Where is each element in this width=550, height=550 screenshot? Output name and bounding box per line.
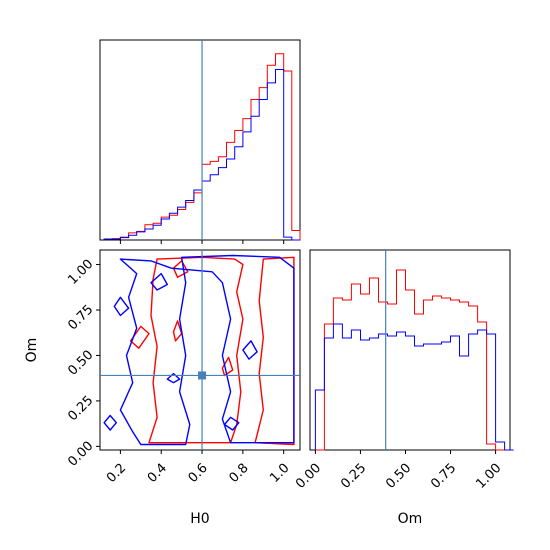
h0-om-contour-marks	[100, 250, 300, 450]
panel-h0-histogram	[99, 39, 301, 244]
panel-h0-om-contour-frame	[99, 249, 301, 451]
om-axis-tick-label: 0.00	[293, 461, 324, 492]
panel-h0-om-contour: 0.2 0.4 0.6 0.8 1.0 0.000.250.500.751.00 H0 …	[24, 249, 301, 527]
h0-x-axis-ticks: 0.2 0.4 0.6 0.8 1.0	[104, 450, 293, 486]
panel-h0-histogram-frame	[99, 39, 301, 241]
h0-axis-tick-label: 1.0	[267, 461, 292, 486]
y-axis-label-om: Om	[24, 338, 40, 363]
om-axis-tick-label: 1.00	[65, 257, 96, 288]
om-axis-tick-label: 0.50	[65, 348, 96, 379]
contour-red	[129, 325, 150, 349]
om-blue-histogram-line	[314, 323, 514, 451]
contour-red	[172, 260, 189, 278]
x-axis-label-h0: H0	[190, 511, 209, 527]
contour-blue	[242, 340, 258, 360]
contour-blue	[223, 416, 240, 431]
contour-red	[148, 256, 244, 444]
panel-om-histogram: 0.00 0.25 0.50 0.75 1.00 Om	[293, 249, 514, 527]
om-axis-tick-label: 0.00	[65, 439, 96, 470]
contour-blue	[103, 414, 118, 431]
contour-blue	[113, 296, 130, 317]
contour-red	[254, 256, 295, 446]
om-axis-tick-label: 0.25	[338, 461, 369, 492]
om-y-axis-ticks: 0.00 0.25 0.50 0.75 1.00	[65, 257, 100, 470]
panel-om-histogram-frame	[309, 249, 511, 451]
h0-axis-tick-label: 0.8	[226, 461, 251, 486]
contour-blue	[150, 272, 169, 291]
contour-red	[221, 356, 234, 377]
h0-axis-tick-label: 0.2	[104, 461, 129, 486]
om-axis-tick-label: 0.75	[428, 461, 459, 492]
om-axis-tick-label: 0.50	[383, 461, 414, 492]
h0-axis-tick-label: 0.6	[186, 461, 211, 486]
om-axis-tick-label: 1.00	[473, 461, 504, 492]
h0-histogram-marks	[103, 40, 301, 244]
om-x-axis-ticks: 0.00 0.25 0.50 0.75 1.00	[293, 450, 504, 492]
truth-marker	[198, 371, 207, 380]
om-histogram-marks	[314, 250, 514, 451]
h0-axis-tick-label: 0.4	[145, 461, 170, 486]
x-axis-label-om: Om	[398, 511, 423, 527]
om-axis-tick-label: 0.25	[65, 393, 96, 424]
contour-blue	[119, 254, 295, 446]
om-axis-tick-label: 0.75	[65, 302, 96, 333]
om-red-histogram-line	[315, 269, 514, 451]
